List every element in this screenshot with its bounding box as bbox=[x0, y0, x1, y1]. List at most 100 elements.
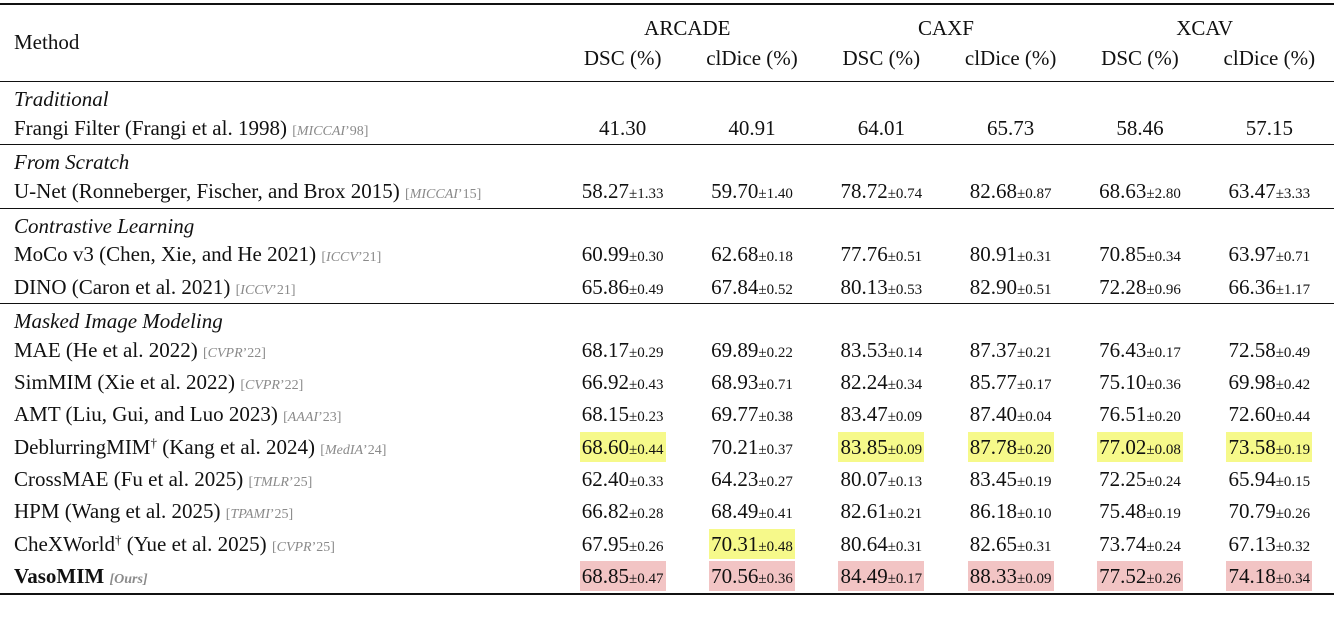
value-cell: 77.76±0.51 bbox=[840, 242, 923, 267]
value-cell: 82.24±0.34 bbox=[840, 370, 923, 395]
value-cell: 76.51±0.20 bbox=[1099, 402, 1181, 427]
value-cell: 83.53±0.14 bbox=[840, 337, 923, 362]
method-cell: CrossMAE (Fu et al. 2025) [TMLR’25] bbox=[14, 467, 313, 492]
value-cell: 41.30 bbox=[599, 115, 647, 140]
value-cell: 65.86±0.49 bbox=[581, 274, 664, 299]
value-cell: 83.45±0.19 bbox=[969, 467, 1052, 492]
value-cell: 66.82±0.28 bbox=[581, 499, 664, 524]
value-cell: 83.47±0.09 bbox=[840, 402, 923, 427]
value-cell: 64.01 bbox=[857, 115, 905, 140]
value-cell: 68.85±0.47 bbox=[558, 560, 688, 595]
venue-tag: [ICCV’21] bbox=[235, 282, 296, 298]
metric-header: DSC (%) bbox=[1101, 45, 1179, 70]
section-row-from-scratch: From Scratch bbox=[0, 144, 1334, 176]
value-cell: 74.18±0.34 bbox=[1204, 560, 1334, 595]
venue-tag: [TPAMI’25] bbox=[225, 507, 294, 523]
value-cell: 85.77±0.17 bbox=[969, 370, 1052, 395]
venue-tag: [MICCAI’98] bbox=[292, 123, 369, 139]
value-cell: 73.74±0.24 bbox=[1099, 531, 1181, 556]
method-header: Method bbox=[0, 3, 558, 82]
value-cell: 70.79±0.26 bbox=[1228, 499, 1311, 524]
table-row: DINO (Caron et al. 2021) [ICCV’21] 65.86±… bbox=[0, 271, 1334, 304]
value-cell: 76.43±0.17 bbox=[1099, 337, 1181, 362]
method-cell: U-Net (Ronneberger, Fischer, and Brox 20… bbox=[14, 178, 482, 203]
value-cell: 82.90±0.51 bbox=[969, 274, 1052, 299]
value-cell: 88.33±0.09 bbox=[945, 560, 1076, 595]
value-cell: 80.07±0.13 bbox=[840, 467, 923, 492]
venue-tag: [CVPR’22] bbox=[240, 378, 304, 394]
method-cell: MoCo v3 (Chen, Xie, and He 2021) [ICCV’2… bbox=[14, 242, 382, 267]
metric-header: clDice (%) bbox=[964, 45, 1057, 70]
value-cell: 65.94±0.15 bbox=[1228, 467, 1311, 492]
value-cell: 75.10±0.36 bbox=[1099, 370, 1181, 395]
value-cell: 80.13±0.53 bbox=[840, 274, 923, 299]
method-cell: SimMIM (Xie et al. 2022) [CVPR’22] bbox=[14, 370, 304, 395]
value-cell: 70.21±0.37 bbox=[711, 434, 793, 459]
venue-tag: [CVPR’22] bbox=[202, 345, 266, 361]
method-cell: HPM (Wang et al. 2025) [TPAMI’25] bbox=[14, 499, 294, 524]
section-title: From Scratch bbox=[0, 144, 1334, 176]
table-row: HPM (Wang et al. 2025) [TPAMI’25] 66.82±0… bbox=[0, 496, 1334, 528]
method-cell: VasoMIM [Ours] bbox=[0, 560, 558, 595]
value-cell: 67.95±0.26 bbox=[581, 531, 664, 556]
value-cell: 87.37±0.21 bbox=[969, 337, 1052, 362]
value-cell: 68.93±0.71 bbox=[711, 370, 793, 395]
venue-tag: [Ours] bbox=[109, 571, 148, 587]
value-cell: 82.65±0.31 bbox=[969, 531, 1052, 556]
value-cell: 83.85±0.09 bbox=[817, 431, 946, 463]
value-cell: 70.85±0.34 bbox=[1099, 242, 1181, 267]
value-cell: 80.91±0.31 bbox=[969, 242, 1052, 267]
dataset-header-arcade: ARCADE bbox=[558, 3, 817, 41]
table-row: DeblurringMIM† (Kang et al. 2024) [MedIA… bbox=[0, 431, 1334, 463]
value-cell: 67.84±0.52 bbox=[711, 274, 793, 299]
table-row: CheXWorld† (Yue et al. 2025) [CVPR’25] 67… bbox=[0, 528, 1334, 560]
header-row-datasets: Method ARCADE CAXF XCAV bbox=[0, 3, 1334, 82]
value-cell: 68.60±0.44 bbox=[558, 431, 687, 463]
value-cell: 68.17±0.29 bbox=[581, 337, 664, 362]
method-cell: DeblurringMIM† (Kang et al. 2024) [MedIA… bbox=[14, 434, 387, 459]
venue-tag: [MICCAI’15] bbox=[405, 186, 482, 202]
value-cell: 82.61±0.21 bbox=[840, 499, 923, 524]
dataset-header-caxf: CAXF bbox=[816, 3, 1076, 41]
value-cell: 72.25±0.24 bbox=[1099, 467, 1181, 492]
metric-header: DSC (%) bbox=[842, 45, 921, 70]
section-title: Contrastive Learning bbox=[0, 207, 1334, 239]
table-row: U-Net (Ronneberger, Fischer, and Brox 20… bbox=[0, 175, 1334, 208]
value-cell: 69.77±0.38 bbox=[711, 402, 793, 427]
value-cell: 70.56±0.36 bbox=[687, 560, 817, 595]
value-cell: 64.23±0.27 bbox=[711, 467, 793, 492]
method-cell: AMT (Liu, Gui, and Luo 2023) [AAAI’23] bbox=[14, 402, 342, 427]
value-cell: 65.73 bbox=[987, 115, 1035, 140]
table-row: CrossMAE (Fu et al. 2025) [TMLR’25] 62.40… bbox=[0, 463, 1334, 495]
value-cell: 63.47±3.33 bbox=[1228, 178, 1311, 203]
dataset-header-xcav: XCAV bbox=[1075, 3, 1334, 41]
value-cell: 77.52±0.26 bbox=[1075, 560, 1205, 595]
value-cell: 75.48±0.19 bbox=[1099, 499, 1181, 524]
venue-tag: [CVPR’25] bbox=[271, 539, 335, 555]
value-cell: 80.64±0.31 bbox=[840, 531, 923, 556]
value-cell: 59.70±1.40 bbox=[711, 178, 793, 203]
value-cell: 60.99±0.30 bbox=[581, 242, 664, 267]
value-cell: 69.98±0.42 bbox=[1228, 370, 1311, 395]
value-cell: 72.28±0.96 bbox=[1099, 274, 1181, 299]
value-cell: 62.40±0.33 bbox=[581, 467, 664, 492]
value-cell: 68.15±0.23 bbox=[581, 402, 664, 427]
value-cell: 68.49±0.41 bbox=[711, 499, 793, 524]
method-cell: Frangi Filter (Frangi et al. 1998) [MICC… bbox=[14, 115, 369, 140]
value-cell: 58.27±1.33 bbox=[581, 178, 664, 203]
table-row: SimMIM (Xie et al. 2022) [CVPR’22] 66.92±… bbox=[0, 366, 1334, 398]
value-cell: 68.63±2.80 bbox=[1099, 178, 1181, 203]
table-row: MAE (He et al. 2022) [CVPR’22] 68.17±0.29… bbox=[0, 334, 1334, 366]
value-cell: 62.68±0.18 bbox=[711, 242, 793, 267]
section-row-contrastive: Contrastive Learning bbox=[0, 207, 1334, 239]
venue-tag: [MedIA’24] bbox=[320, 442, 387, 458]
metric-header: DSC (%) bbox=[583, 45, 662, 70]
header-row-metrics: DSC (%) clDice (%) DSC (%) clDice (%) DS… bbox=[0, 41, 1334, 82]
venue-tag: [ICCV’21] bbox=[321, 250, 382, 266]
section-row-mim: Masked Image Modeling bbox=[0, 303, 1334, 335]
value-cell: 70.31±0.48 bbox=[687, 528, 816, 560]
table-row: AMT (Liu, Gui, and Luo 2023) [AAAI’23] 68… bbox=[0, 399, 1334, 431]
value-cell: 69.89±0.22 bbox=[711, 337, 793, 362]
section-title: Traditional bbox=[0, 81, 1334, 112]
value-cell: 63.97±0.71 bbox=[1228, 242, 1311, 267]
